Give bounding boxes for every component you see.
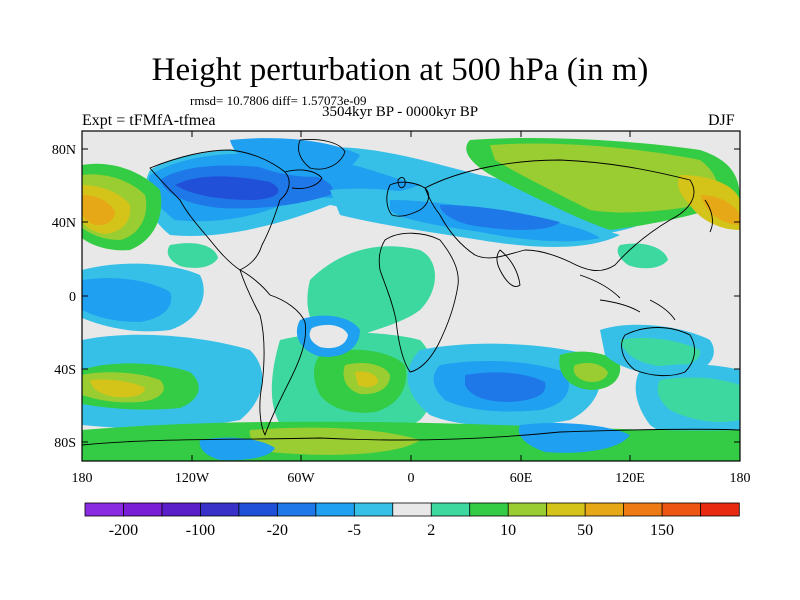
colorbar-label: 10	[500, 522, 516, 539]
colorbar-swatch	[315, 502, 355, 517]
colorbar-swatch	[353, 502, 394, 517]
colorbar-label: -5	[348, 522, 361, 539]
colorbar-swatch	[276, 502, 317, 517]
colorbar-swatch	[200, 502, 240, 517]
colorbar-labels: -200 -100 -20 -5 2 10 50 150	[109, 522, 674, 539]
colorbar-swatch	[430, 502, 471, 517]
x-tick-label: 60W	[287, 471, 315, 486]
x-tick-label: 60E	[510, 471, 533, 486]
colorbar-swatch	[392, 502, 432, 517]
colorbar-label: 50	[577, 522, 593, 539]
map-area	[82, 131, 740, 461]
x-tick-label: 120W	[175, 471, 210, 486]
colorbar-swatch	[161, 502, 202, 517]
colorbar-swatch	[546, 502, 586, 517]
colorbar-swatch	[84, 502, 125, 517]
x-tick-label: 0	[408, 471, 415, 486]
y-tick-label: 0	[69, 290, 76, 305]
colorbar-swatch	[661, 502, 702, 517]
colorbar-label: 150	[650, 522, 674, 539]
contour-fields	[82, 131, 740, 461]
map-title: Height perturbation at 500 hPa (in m)	[151, 52, 649, 88]
colorbar-swatch	[507, 502, 548, 517]
stats-label: rmsd= 10.7806 diff= 1.57073e-09	[190, 93, 367, 108]
coastlines	[82, 139, 740, 446]
colorbar-swatch	[238, 502, 279, 517]
colorbar	[84, 502, 740, 517]
y-tick-label: 80N	[52, 143, 76, 158]
period-label: 3504kyr BP - 0000kyr BP	[322, 104, 479, 120]
tick-marks	[81, 131, 741, 461]
colorbar-swatch	[584, 502, 625, 517]
colorbar-label: -100	[186, 522, 215, 539]
colorbar-swatch	[469, 502, 509, 517]
x-tick-label: 180	[730, 471, 751, 486]
y-tick-label: 40S	[54, 363, 76, 378]
y-tick-label: 40N	[52, 216, 76, 231]
x-tick-label: 180	[72, 471, 93, 486]
colorbar-label: -20	[267, 522, 288, 539]
colorbar-swatch	[623, 502, 663, 517]
experiment-label: Expt = tFMfA-tfmea	[82, 112, 216, 129]
colorbar-label: -200	[109, 522, 138, 539]
y-tick-label: 80S	[54, 436, 76, 451]
colorbar-label: 2	[427, 522, 435, 539]
colorbar-swatch	[123, 502, 163, 517]
x-tick-label: 120E	[615, 471, 645, 486]
colorbar-swatch	[700, 502, 740, 517]
season-label: DJF	[708, 112, 735, 129]
